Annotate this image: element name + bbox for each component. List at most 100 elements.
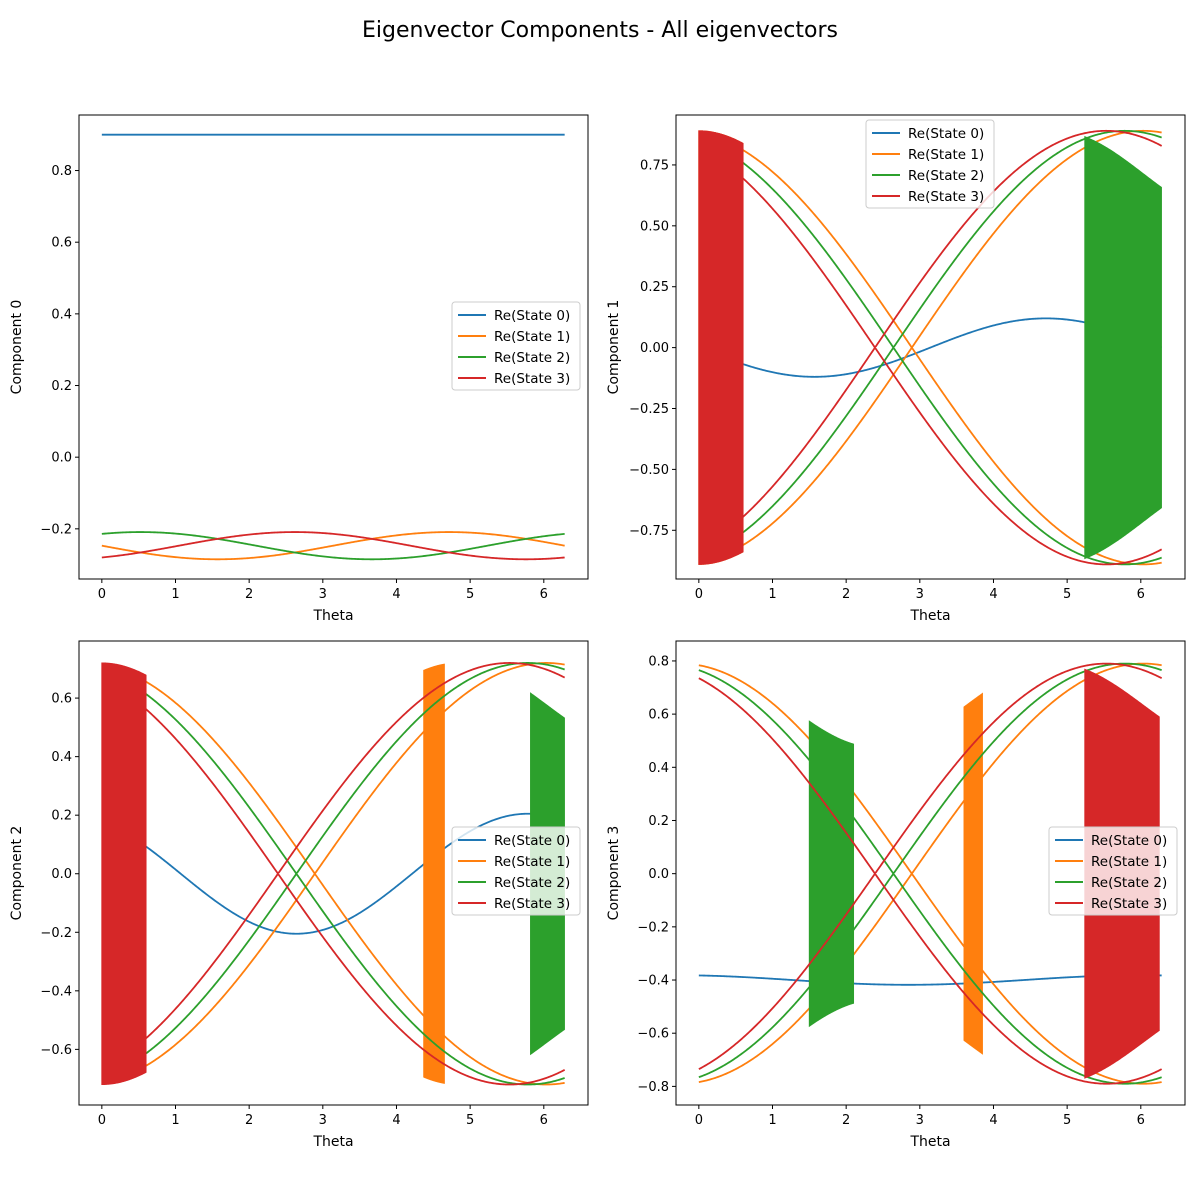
- legend-label: Re(State 2): [908, 168, 984, 184]
- y-tick-label: 0.4: [648, 761, 669, 776]
- legend-box: [451, 826, 581, 916]
- y-tick-label: −0.6: [40, 1043, 72, 1058]
- legend-label: Re(State 0): [908, 126, 984, 142]
- x-tick-label: 1: [171, 1113, 179, 1128]
- x-tick-label: 4: [989, 587, 997, 602]
- legend-label: Re(State 3): [494, 896, 570, 912]
- x-axis-label: Theta: [909, 1134, 950, 1150]
- legend-label: Re(State 2): [494, 350, 570, 366]
- series-2: [101, 531, 565, 561]
- series-1: [698, 662, 1162, 1085]
- axes-frame: [675, 640, 1186, 1106]
- subplot-0: 0 1 2 3 4 5 6 −0.2 0.0 0.2 0.4 0.6 0.8 Theta Component…: [9, 114, 589, 624]
- series-3: [698, 129, 1163, 566]
- y-tick-label: −0.75: [629, 524, 669, 539]
- x-axis-label: Theta: [312, 608, 353, 624]
- y-tick-label: 0.6: [51, 236, 72, 251]
- y-tick-label: 0.0: [648, 867, 669, 882]
- series-oscillation-band: [423, 663, 445, 1084]
- legend-label: Re(State 0): [494, 308, 570, 324]
- series-line-upper: [698, 662, 1163, 875]
- x-tick-label: 4: [989, 1113, 997, 1128]
- x-tick-label: 5: [1063, 1113, 1071, 1128]
- legend-box: [451, 301, 581, 391]
- x-tick-label: 2: [245, 1113, 253, 1128]
- legend-label: Re(State 0): [1091, 833, 1167, 849]
- legend-box: [1048, 826, 1178, 916]
- legend: Re(State 0) Re(State 1) Re(State 2) Re(Stat…: [1048, 826, 1178, 916]
- y-tick-label: −0.4: [40, 984, 72, 999]
- legend-label: Re(State 3): [494, 371, 570, 387]
- y-tick-label: 0.75: [640, 158, 669, 173]
- plot-area: [698, 662, 1163, 1085]
- x-tick-label: 1: [768, 587, 776, 602]
- subplot-2: 0 1 2 3 4 5 6 −0.6 −0.4 −0.2 0.0 0.2 0.4 0.6 Theta Comp…: [9, 640, 589, 1150]
- series-2: [698, 129, 1162, 566]
- series-oscillation-band: [808, 720, 855, 1028]
- plot-area: [101, 662, 566, 1086]
- y-tick-label: 0.2: [648, 814, 669, 829]
- series-line-lower: [698, 872, 1163, 1085]
- x-tick-label: 6: [540, 587, 548, 602]
- series-line-upper: [101, 662, 566, 875]
- y-tick-label: −0.50: [629, 463, 669, 478]
- x-tick-label: 2: [245, 587, 253, 602]
- series-1: [101, 531, 565, 561]
- x-tick-label: 0: [98, 587, 106, 602]
- x-tick-label: 2: [842, 1113, 850, 1128]
- legend-label: Re(State 3): [1091, 896, 1167, 912]
- plot-area: [101, 133, 565, 561]
- x-tick-label: 1: [171, 587, 179, 602]
- x-tick-label: 6: [540, 1113, 548, 1128]
- series-line: [101, 531, 565, 561]
- series-line-upper: [101, 662, 565, 875]
- series-line: [101, 531, 565, 561]
- y-axis-label: Component 3: [606, 826, 622, 921]
- legend-label: Re(State 1): [494, 329, 570, 345]
- legend-label: Re(State 2): [1091, 875, 1167, 891]
- x-axis-label: Theta: [312, 1134, 353, 1150]
- series-line-lower: [101, 872, 566, 1086]
- legend-label: Re(State 1): [1091, 854, 1167, 870]
- y-axis-label: Component 2: [9, 826, 25, 921]
- y-tick-label: 0.6: [648, 708, 669, 723]
- y-tick-label: 0.6: [51, 692, 72, 707]
- y-tick-label: 0.4: [51, 307, 72, 322]
- x-tick-label: 3: [319, 587, 327, 602]
- legend-box: [865, 119, 995, 209]
- series-oscillation-band: [698, 130, 744, 565]
- y-tick-label: 0.2: [51, 809, 72, 824]
- y-tick-label: 0.0: [51, 867, 72, 882]
- legend-label: Re(State 1): [908, 147, 984, 163]
- x-tick-label: 0: [98, 1113, 106, 1128]
- y-axis-label: Component 1: [606, 300, 622, 395]
- legend-label: Re(State 0): [494, 833, 570, 849]
- x-tick-label: 5: [466, 1113, 474, 1128]
- y-tick-label: −0.25: [629, 402, 669, 417]
- series-1: [101, 662, 565, 1086]
- x-tick-label: 0: [695, 587, 703, 602]
- x-tick-label: 1: [768, 1113, 776, 1128]
- x-tick-label: 4: [392, 1113, 400, 1128]
- y-tick-label: 0.2: [51, 379, 72, 394]
- y-tick-label: −0.2: [40, 522, 72, 537]
- legend-label: Re(State 1): [494, 854, 570, 870]
- axes-frame: [675, 114, 1186, 580]
- y-tick-label: 0.4: [51, 750, 72, 765]
- legend-label: Re(State 3): [908, 189, 984, 205]
- x-tick-label: 5: [466, 587, 474, 602]
- x-tick-label: 0: [695, 1113, 703, 1128]
- y-tick-label: 0.8: [648, 654, 669, 669]
- x-axis-label: Theta: [909, 608, 950, 624]
- subplot-1: 0 1 2 3 4 5 6 −0.75 −0.50 −0.25 0.00 0.25 0.50 0.75 Th…: [606, 114, 1186, 624]
- axes-frame: [78, 114, 589, 580]
- legend: Re(State 0) Re(State 1) Re(State 2) Re(Stat…: [451, 301, 581, 391]
- x-tick-label: 6: [1137, 1113, 1145, 1128]
- y-tick-label: 0.00: [640, 341, 669, 356]
- plot-area: [698, 129, 1163, 566]
- series-oscillation-band: [101, 662, 147, 1086]
- y-tick-label: 0.25: [640, 280, 669, 295]
- legend: Re(State 0) Re(State 1) Re(State 2) Re(Stat…: [865, 119, 995, 209]
- x-tick-label: 6: [1137, 587, 1145, 602]
